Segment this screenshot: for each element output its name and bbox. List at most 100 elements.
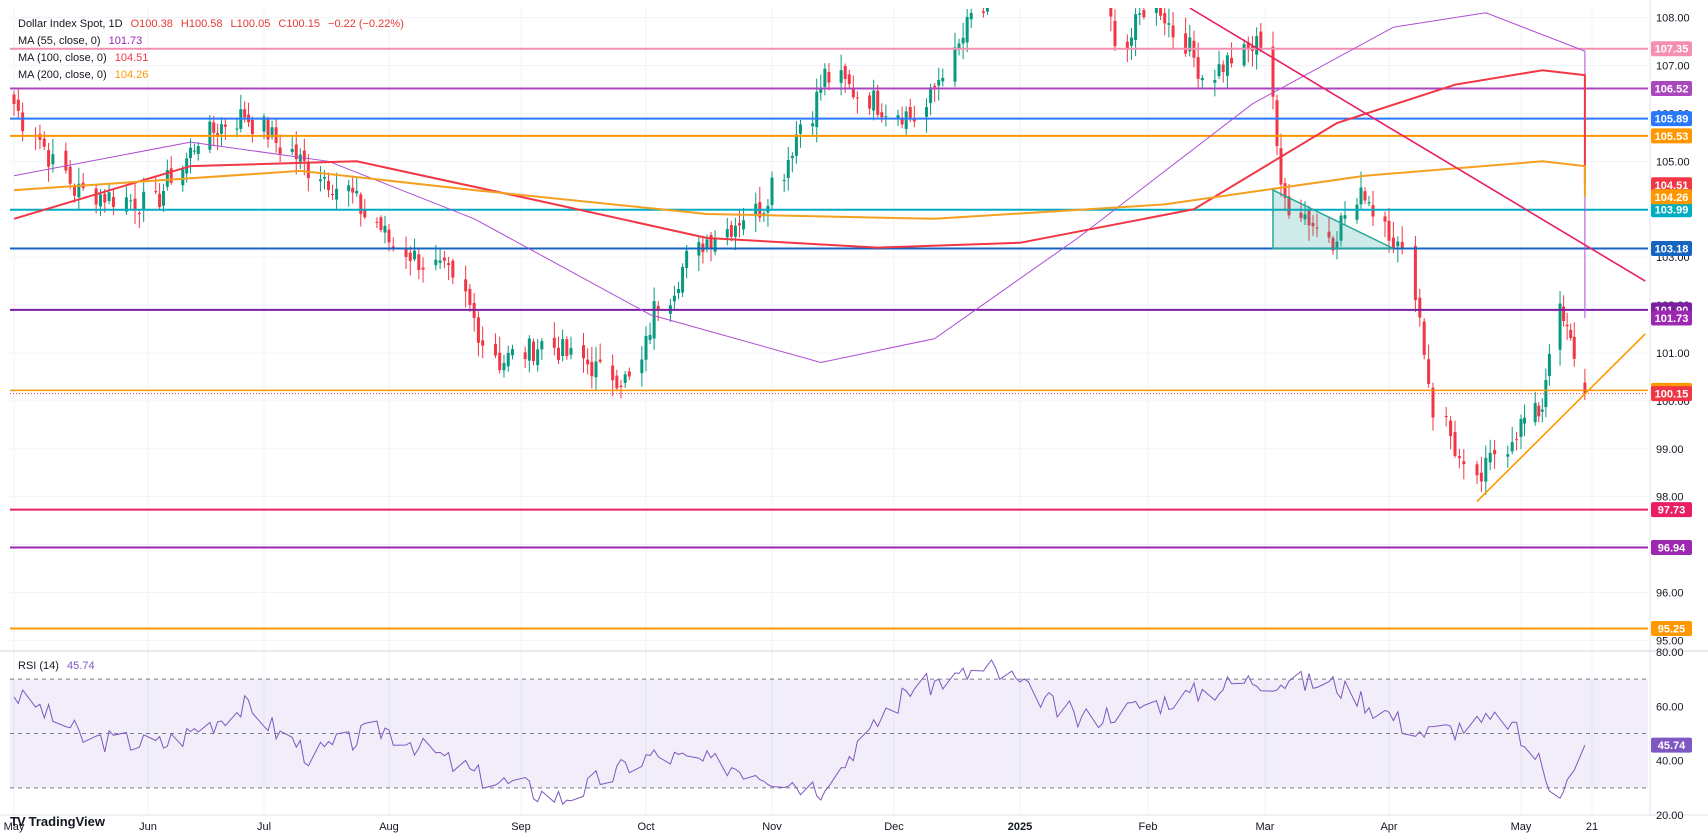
candle-body <box>540 341 544 350</box>
rsi-tick-label: 80.00 <box>1656 647 1684 659</box>
candle-body <box>1315 227 1319 229</box>
candle-body <box>270 127 274 138</box>
price-tag: 95.25 <box>1651 620 1692 636</box>
price-tag-label: 106.52 <box>1655 83 1689 95</box>
price-tag: 103.18 <box>1651 241 1692 257</box>
candle <box>1242 39 1246 68</box>
candle-body <box>1462 461 1466 465</box>
ma55-legend[interactable]: MA (55, close, 0) 101.73 <box>18 33 147 49</box>
ma200-legend[interactable]: MA (200, close, 0) 104.26 <box>18 67 153 83</box>
candle-body <box>1327 231 1331 238</box>
candle <box>1387 207 1391 253</box>
candle <box>335 172 339 211</box>
price-tick-label: 107.00 <box>1656 60 1690 72</box>
candle <box>1339 212 1343 247</box>
candle <box>493 333 497 359</box>
candle <box>598 343 602 364</box>
candle-body <box>1488 452 1492 463</box>
candle <box>1129 27 1133 60</box>
candle <box>468 283 472 312</box>
candle <box>790 152 794 173</box>
candles <box>12 8 1587 495</box>
candle-body <box>38 134 42 140</box>
candle-body <box>77 183 81 198</box>
candle <box>794 121 798 164</box>
candle <box>782 173 786 193</box>
candle <box>1335 231 1339 260</box>
candle <box>900 106 904 129</box>
candle-body <box>298 154 302 162</box>
candle-body <box>933 85 937 88</box>
candle-body <box>729 225 733 237</box>
candle-body <box>627 371 631 377</box>
candle <box>798 119 802 148</box>
ascending-support-trendline <box>1476 333 1646 503</box>
candle <box>1367 195 1371 207</box>
ma100-legend[interactable]: MA (100, close, 0) 104.51 <box>18 50 153 66</box>
candle <box>754 192 758 232</box>
candle <box>16 88 20 118</box>
price-tick-label: 108.00 <box>1656 13 1690 25</box>
ohlc-close: C100.15 <box>278 18 320 30</box>
candle-body <box>762 213 766 216</box>
price-tick-label: 99.00 <box>1656 444 1684 456</box>
candle <box>644 326 648 372</box>
candle-body <box>1221 64 1225 73</box>
price-tag-label: 104.51 <box>1655 180 1689 192</box>
candle-body <box>250 119 254 135</box>
candle <box>1188 24 1192 57</box>
candle <box>623 371 627 388</box>
candle <box>766 199 770 227</box>
candle-body <box>98 194 102 207</box>
ma55-label: MA (55, close, 0) <box>18 35 101 47</box>
candle-body <box>1311 222 1315 227</box>
price-tag: 105.53 <box>1651 128 1692 144</box>
candle <box>1562 295 1566 327</box>
candle-body <box>1533 402 1537 423</box>
candle <box>677 281 681 300</box>
candle <box>1315 213 1319 238</box>
candle-body <box>47 150 51 167</box>
price-tag: 107.35 <box>1651 41 1692 57</box>
candle-body <box>1396 241 1400 247</box>
candle-body <box>21 112 25 132</box>
candle-body <box>1359 187 1363 205</box>
candle <box>1565 312 1569 340</box>
candle-body <box>985 8 989 12</box>
candle <box>196 142 200 161</box>
trendlines <box>1189 8 1646 503</box>
candle-body <box>335 188 339 200</box>
candle <box>1418 288 1422 327</box>
rsi-legend[interactable]: RSI (14) 45.74 <box>18 658 100 674</box>
candle-body <box>1335 241 1339 248</box>
candle-body <box>1418 297 1422 318</box>
candle-body <box>302 150 306 161</box>
tradingview-brand[interactable]: TV TradingView <box>10 814 105 829</box>
price-tag-bg <box>1651 310 1692 326</box>
candle <box>327 172 331 198</box>
candle <box>387 223 391 252</box>
candle-body <box>464 279 468 292</box>
candle-body <box>1515 439 1519 441</box>
candle-body <box>266 118 270 140</box>
candle <box>536 339 540 372</box>
candle-body <box>770 177 774 206</box>
candle <box>672 285 676 311</box>
candle-body <box>937 80 941 86</box>
candle <box>375 217 379 229</box>
candle-body <box>404 248 408 257</box>
candle <box>594 347 598 390</box>
candle-body <box>523 352 527 360</box>
candle <box>1196 42 1200 88</box>
price-tag-label: 97.73 <box>1658 505 1686 517</box>
candle-body <box>1163 13 1167 24</box>
candle-body <box>1225 55 1229 76</box>
candle <box>1383 211 1387 238</box>
candle-body <box>912 117 916 122</box>
candle-body <box>94 188 98 205</box>
price-tag: 104.26 <box>1651 189 1692 205</box>
candle-body <box>1391 237 1395 248</box>
candle-body <box>1544 380 1548 408</box>
candle-body <box>1159 8 1163 16</box>
